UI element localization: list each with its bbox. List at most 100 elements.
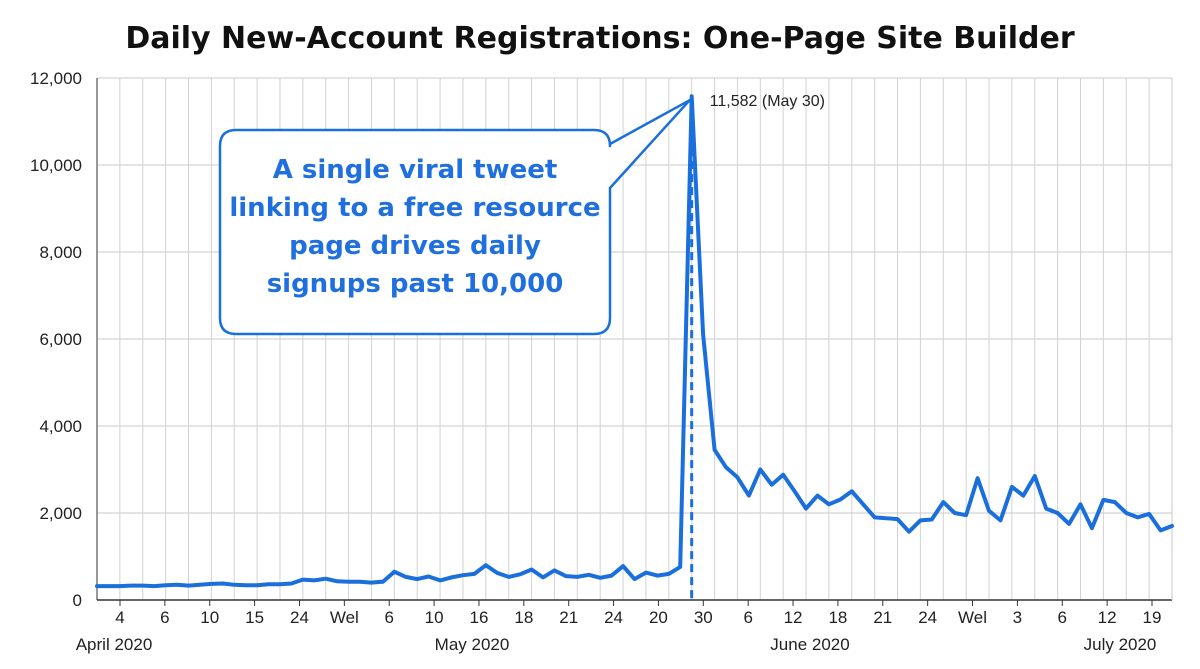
- x-tick-label: Wel: [330, 608, 359, 627]
- data-point: [324, 577, 327, 580]
- series: [95, 94, 1174, 600]
- y-tick-label: 6,000: [39, 330, 82, 349]
- callout-text-line: linking to a free resource: [229, 193, 600, 223]
- data-point: [267, 583, 270, 586]
- series-line: [95, 94, 1174, 589]
- data-point: [988, 509, 991, 512]
- data-point: [176, 583, 179, 586]
- data-point: [1022, 494, 1025, 497]
- x-tick-label: 24: [604, 608, 623, 627]
- y-tick-label: 10,000: [30, 156, 82, 175]
- data-point: [587, 573, 590, 576]
- data-point: [118, 585, 121, 588]
- data-point: [496, 572, 499, 575]
- x-tick-label: 20: [649, 608, 668, 627]
- month-label: May 2020: [435, 635, 510, 654]
- data-point: [462, 574, 465, 577]
- data-point: [953, 512, 956, 515]
- data-point: [141, 584, 144, 587]
- data-point: [896, 518, 899, 521]
- data-point: [747, 494, 750, 497]
- data-point: [256, 584, 259, 587]
- data-point: [1045, 507, 1048, 510]
- data-point: [770, 483, 773, 486]
- callout-text-line: signups past 10,000: [267, 269, 564, 299]
- data-point: [519, 573, 522, 576]
- data-point: [839, 498, 842, 501]
- data-point: [816, 494, 819, 497]
- data-point: [359, 580, 362, 583]
- data-point: [759, 468, 762, 471]
- x-tick-label: 24: [290, 608, 309, 627]
- annotation: 11,582 (May 30) A single viral tweet linki…: [218, 93, 825, 336]
- data-point: [416, 578, 419, 581]
- data-point: [873, 516, 876, 519]
- data-point: [233, 583, 236, 586]
- data-point: [725, 466, 728, 469]
- y-axis-ticks: 0 2,000 4,000 6,000 8,000 10,000 12,000: [30, 69, 82, 610]
- peak-value-label: 11,582 (May 30): [710, 93, 825, 110]
- x-tick-label: 21: [559, 608, 578, 627]
- data-point: [919, 519, 922, 522]
- x-tick-label: 12: [1098, 608, 1117, 627]
- x-tick-label: 10: [425, 608, 444, 627]
- y-tick-label: 12,000: [30, 69, 82, 88]
- x-tick-label: 12: [784, 608, 803, 627]
- x-tick-label: 3: [1013, 608, 1022, 627]
- data-point: [1148, 512, 1151, 515]
- data-point: [393, 570, 396, 573]
- data-point: [427, 575, 430, 578]
- data-point: [164, 584, 167, 587]
- data-point: [1056, 512, 1059, 515]
- data-point: [644, 571, 647, 574]
- data-point: [656, 574, 659, 577]
- data-point: [942, 501, 945, 504]
- x-tick-label: 18: [828, 608, 847, 627]
- data-point: [1113, 501, 1116, 504]
- data-point: [576, 575, 579, 578]
- x-tick-label: 30: [694, 608, 713, 627]
- data-point: [1102, 498, 1105, 501]
- data-point: [484, 564, 487, 567]
- x-tick-label: 6: [160, 608, 169, 627]
- data-point: [1033, 475, 1036, 478]
- y-tick-label: 4,000: [39, 417, 82, 436]
- x-tick-label: 6: [1058, 608, 1067, 627]
- data-point: [599, 576, 602, 579]
- data-point: [1159, 529, 1162, 532]
- x-tick-label: 24: [918, 608, 937, 627]
- data-point: [279, 583, 282, 586]
- data-point: [107, 585, 110, 588]
- data-point: [404, 575, 407, 578]
- data-point: [908, 530, 911, 533]
- data-point: [553, 569, 556, 572]
- data-point: [633, 578, 636, 581]
- data-point: [507, 575, 510, 578]
- data-point: [1090, 527, 1093, 530]
- month-label: June 2020: [770, 635, 849, 654]
- data-point: [450, 576, 453, 579]
- data-point: [850, 490, 853, 493]
- data-point: [690, 95, 693, 98]
- x-tick-label: 4: [115, 608, 124, 627]
- data-point: [1125, 512, 1128, 515]
- chart-title: Daily New-Account Registrations: One-Pag…: [125, 21, 1075, 56]
- callout-bubble: [218, 98, 691, 336]
- data-point: [336, 580, 339, 583]
- data-point: [702, 333, 705, 336]
- data-point: [885, 517, 888, 520]
- x-tick-label: Wel: [958, 608, 987, 627]
- data-point: [244, 584, 247, 587]
- data-point: [930, 518, 933, 521]
- y-tick-label: 8,000: [39, 243, 82, 262]
- data-point: [221, 582, 224, 585]
- month-labels: April 2020 May 2020 June 2020 July 2020: [76, 635, 1157, 654]
- callout-text-line: page drives daily: [289, 231, 541, 261]
- data-point: [473, 572, 476, 575]
- data-point: [347, 580, 350, 583]
- data-point: [530, 568, 533, 571]
- data-point: [290, 582, 293, 585]
- data-point: [1136, 516, 1139, 519]
- data-point: [965, 514, 968, 517]
